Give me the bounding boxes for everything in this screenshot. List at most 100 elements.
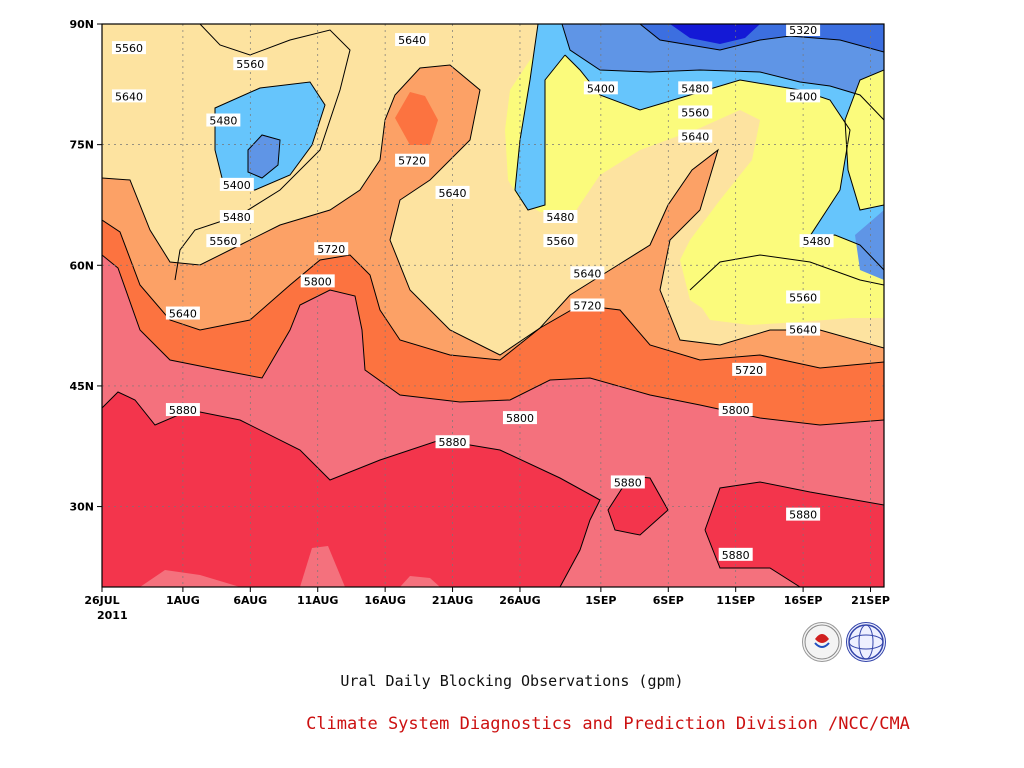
contour-line-5640-west: [102, 64, 884, 356]
contour-label-bg: [718, 547, 753, 561]
contour-label-text: 5400: [789, 90, 817, 103]
contour-label-text: 5560: [236, 58, 264, 71]
contour-line-5720: [102, 219, 884, 369]
contour-label: 5880: [786, 507, 821, 522]
contour-label: 5880: [165, 403, 200, 417]
contour-label-text: 5400: [223, 179, 251, 192]
contour-label: 5400: [786, 89, 821, 103]
contour-label-text: 5560: [681, 106, 709, 119]
contour-label: 5480: [219, 210, 254, 224]
contour-label-bg: [165, 306, 200, 320]
contour-label-bg: [786, 89, 821, 103]
contour-label-text: 5640: [681, 131, 709, 144]
contour-label: 5640: [395, 33, 430, 47]
contour-label-text: 5480: [223, 211, 251, 224]
contour-label-bg: [543, 210, 578, 224]
contour-line-5560: [514, 24, 566, 211]
contour-label-bg: [786, 290, 821, 304]
contour-label-text: 5560: [789, 291, 817, 304]
contour-label: 5480: [543, 210, 578, 224]
contour-line-5800: [102, 254, 884, 426]
contour-label: 5480: [678, 81, 713, 95]
contour-label: 5800: [718, 403, 753, 417]
contour-line-5400-west: [247, 134, 281, 179]
ncc-logo-icon: [846, 622, 886, 662]
plot-frame: [101, 23, 885, 588]
x-tick-label: 26JUL: [84, 594, 119, 607]
contour-label-text: 5800: [722, 404, 750, 417]
contour-label: 5640: [678, 129, 713, 144]
x-tick-label: 1SEP: [585, 594, 616, 607]
contour-label-text: 5640: [169, 308, 197, 321]
chart-subtitle: Ural Daily Blocking Observations (gpm): [340, 672, 684, 690]
contour-label: 5880: [718, 547, 753, 562]
contour-label-text: 5880: [722, 549, 750, 562]
y-tick-label: 75N: [69, 139, 94, 152]
grid-lines: [102, 24, 884, 587]
x-axis-year-label: 2011: [97, 609, 128, 622]
band-5560-5640-c: [690, 255, 884, 325]
contour-label: 5560: [206, 234, 241, 248]
y-tick-label: 30N: [69, 501, 94, 514]
contour-label-bg: [111, 41, 146, 55]
contour-label-bg: [786, 322, 821, 336]
contour-line-5880-east: [704, 481, 884, 587]
chart-canvas: 5560 5640 5480 5560 5400 5480 5560 5640 5720 5800…: [69, 18, 890, 622]
contour-label-layer: 5560 5640 5480 5560 5400 5480 5560 5640 5720 5800…: [111, 23, 834, 562]
contour-label-bg: [543, 234, 578, 248]
contour-label: 5640: [786, 322, 821, 337]
band-5880-5960-d: [400, 576, 440, 587]
contour-label-text: 5880: [614, 476, 642, 489]
contour-label-bg: [570, 266, 605, 280]
contour-label-bg: [314, 242, 349, 256]
contour-label-bg: [300, 274, 335, 288]
contour-label-text: 5720: [398, 155, 426, 168]
contour-label-text: 5480: [209, 115, 237, 128]
x-axis: 26JUL 1AUG 6AUG 11AUG 16AUG 21AUG 26AUG 1SEP 6SE…: [84, 587, 890, 607]
y-tick-label: 45N: [69, 380, 94, 393]
contour-label-bg: [206, 234, 241, 248]
contour-label: 5560: [111, 41, 146, 55]
x-tick-label: 11SEP: [716, 594, 755, 607]
contour-label: 5640: [435, 185, 470, 200]
contour-label-bg: [678, 129, 713, 143]
contour-label-bg: [799, 234, 834, 248]
contour-label: 5640: [570, 266, 605, 280]
contour-label-text: 5640: [439, 187, 467, 200]
contour-label-bg: [786, 507, 821, 521]
contour-label-bg: [502, 411, 537, 425]
contour-label: 5480: [799, 234, 834, 248]
contour-lines: [102, 24, 884, 587]
x-tick-label: 16SEP: [784, 594, 823, 607]
band-5400-5480-b: [248, 135, 280, 178]
contour-label-text: 5800: [506, 412, 534, 425]
band-ge5960-b: [608, 476, 668, 535]
contour-label: 5640: [111, 89, 146, 103]
band-5880-5960-b: [140, 570, 240, 587]
contour-label-text: 5880: [169, 404, 197, 417]
contour-label-text: 5880: [789, 509, 817, 522]
contour-line-5320: [639, 24, 884, 53]
contour-label-bg: [678, 105, 713, 119]
contour-label-bg: [610, 475, 645, 489]
contour-label-text: 5720: [317, 243, 345, 256]
contour-label-text: 5720: [735, 364, 763, 377]
contour-label-text: 5480: [681, 82, 709, 95]
contour-label-text: 5720: [573, 300, 601, 313]
contour-label: 5800: [502, 411, 537, 425]
band-5800-5880-b: [395, 92, 438, 145]
contour-fill-layer: [102, 24, 884, 587]
contour-label-bg: [786, 23, 821, 36]
contour-label: 5880: [435, 435, 470, 449]
credit-line: Climate System Diagnostics and Predictio…: [306, 714, 910, 734]
contour-label: 5720: [314, 242, 349, 256]
contour-label-text: 5640: [398, 34, 426, 47]
contour-label-bg: [718, 403, 753, 417]
contour-label: 5720: [395, 153, 430, 168]
contour-line-5560-east: [844, 69, 884, 211]
band-5880-5960-c: [300, 546, 345, 587]
contour-label: 5720: [732, 362, 767, 377]
contour-label-bg: [678, 81, 713, 95]
contour-label-bg: [233, 57, 268, 71]
x-tick-label: 6AUG: [233, 594, 267, 607]
